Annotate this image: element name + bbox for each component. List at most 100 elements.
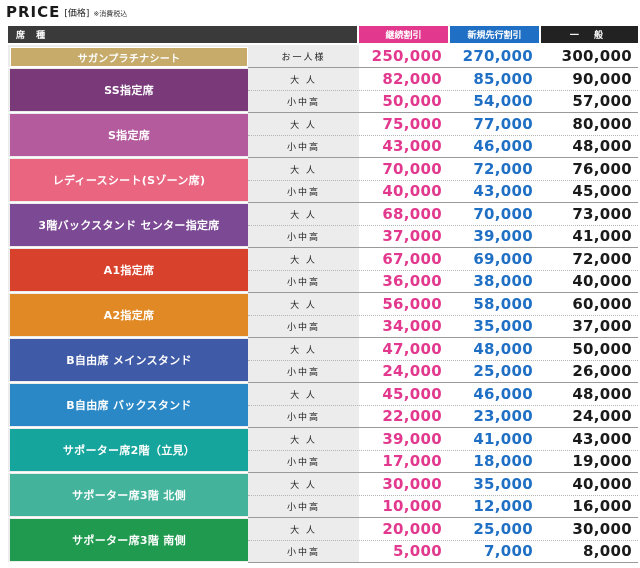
audience-label: 小中高 (286, 97, 320, 108)
seat-group: A1指定席 大 人 67,000 69,000 72,000 小中高 36,000 38,00… (8, 248, 638, 293)
seat-name-label: 3階バックスタンド センター指定席 (10, 204, 248, 246)
general-price: 40,000 (541, 270, 638, 292)
renewal-price: 24,000 (359, 360, 448, 382)
audience-label: 小中高 (286, 547, 320, 558)
page-title: PRICE (6, 3, 61, 21)
price-row: 大 人 30,000 35,000 40,000 (8, 473, 638, 495)
general-price: 76,000 (541, 158, 638, 180)
row-divider (248, 180, 638, 181)
early-price: 18,000 (450, 450, 539, 472)
price-row: 大 人 67,000 69,000 72,000 (8, 248, 638, 270)
group-divider (248, 562, 638, 563)
renewal-price: 67,000 (359, 248, 448, 270)
price-row: 大 人 45,000 46,000 48,000 (8, 383, 638, 405)
general-price: 80,000 (541, 113, 638, 135)
seat-group: レディースシート(Sゾーン席) 大 人 70,000 72,000 76,000 小中高 4… (8, 158, 638, 203)
audience-label: 小中高 (286, 457, 320, 468)
group-divider (248, 202, 638, 203)
general-price: 72,000 (541, 248, 638, 270)
audience-label: 大 人 (290, 120, 317, 131)
renewal-price: 40,000 (359, 180, 448, 202)
price-row: 大 人 70,000 72,000 76,000 (8, 158, 638, 180)
early-price: 85,000 (450, 68, 539, 90)
audience-label: 大 人 (290, 480, 317, 491)
header-seat-type: 席 種 (8, 26, 357, 43)
renewal-price: 56,000 (359, 293, 448, 315)
seat-group: A2指定席 大 人 56,000 58,000 60,000 小中高 34,000 35,00… (8, 293, 638, 338)
price-row: 大 人 75,000 77,000 80,000 (8, 113, 638, 135)
price-row: 小中高 34,000 35,000 37,000 (8, 315, 638, 337)
general-price: 19,000 (541, 450, 638, 472)
general-price: 48,000 (541, 383, 638, 405)
early-price: 35,000 (450, 473, 539, 495)
header-new-early-discount: 新規先行割引 (450, 26, 539, 43)
row-divider (248, 270, 638, 271)
tax-note: ※消費税込 (93, 10, 128, 18)
price-row: 大 人 68,000 70,000 73,000 (8, 203, 638, 225)
early-price: 46,000 (450, 383, 539, 405)
seat-name-label: A2指定席 (10, 294, 248, 336)
seat-name-label: SS指定席 (10, 69, 248, 111)
price-row: お一人様 250,000 270,000 300,000 (8, 45, 638, 67)
early-price: 270,000 (450, 45, 539, 67)
audience-label: 大 人 (290, 210, 317, 221)
general-price: 30,000 (541, 518, 638, 540)
general-price: 300,000 (541, 45, 638, 67)
early-price: 54,000 (450, 90, 539, 112)
price-row: 小中高 37,000 39,000 41,000 (8, 225, 638, 247)
seat-name-label: A1指定席 (10, 249, 248, 291)
seat-group: S指定席 大 人 75,000 77,000 80,000 小中高 43,000 46,000… (8, 113, 638, 158)
price-row: 小中高 36,000 38,000 40,000 (8, 270, 638, 292)
seat-group: サポーター席2階（立見） 大 人 39,000 41,000 43,000 小中高 17,0… (8, 428, 638, 473)
renewal-price: 36,000 (359, 270, 448, 292)
seat-name-label: B自由席 メインスタンド (10, 339, 248, 381)
audience-label: 大 人 (290, 165, 317, 176)
group-divider (248, 112, 638, 113)
early-price: 77,000 (450, 113, 539, 135)
audience-label: 小中高 (286, 367, 320, 378)
general-price: 60,000 (541, 293, 638, 315)
header-renewal-discount: 継続割引 (359, 26, 448, 43)
early-price: 35,000 (450, 315, 539, 337)
group-divider (248, 157, 638, 158)
renewal-price: 47,000 (359, 338, 448, 360)
audience-label: 大 人 (290, 345, 317, 356)
early-price: 43,000 (450, 180, 539, 202)
audience-label: 大 人 (290, 300, 317, 311)
early-price: 58,000 (450, 293, 539, 315)
price-row: 小中高 22,000 23,000 24,000 (8, 405, 638, 427)
seat-name-label: サガンプラチナシート (10, 47, 248, 67)
row-divider (248, 495, 638, 496)
audience-label: 大 人 (290, 390, 317, 401)
general-price: 37,000 (541, 315, 638, 337)
group-divider (248, 382, 638, 383)
renewal-price: 68,000 (359, 203, 448, 225)
group-divider (248, 292, 638, 293)
row-divider (248, 360, 638, 361)
early-price: 72,000 (450, 158, 539, 180)
price-row: 小中高 10,000 12,000 16,000 (8, 495, 638, 517)
seat-group: サポーター席3階 北側 大 人 30,000 35,000 40,000 小中高 10,00… (8, 473, 638, 518)
row-divider (248, 540, 638, 541)
group-divider (248, 472, 638, 473)
early-price: 48,000 (450, 338, 539, 360)
seat-name-label: サポーター席3階 南側 (10, 519, 248, 561)
group-divider (248, 427, 638, 428)
renewal-price: 5,000 (359, 540, 448, 562)
early-price: 38,000 (450, 270, 539, 292)
general-price: 24,000 (541, 405, 638, 427)
seat-name-label: レディースシート(Sゾーン席) (10, 159, 248, 201)
early-price: 46,000 (450, 135, 539, 157)
seat-group: サガンプラチナシート お一人様 250,000 270,000 300,000 (8, 45, 638, 68)
early-price: 12,000 (450, 495, 539, 517)
audience-label: 小中高 (286, 142, 320, 153)
early-price: 25,000 (450, 518, 539, 540)
row-divider (248, 225, 638, 226)
general-price: 43,000 (541, 428, 638, 450)
general-price: 57,000 (541, 90, 638, 112)
audience-label: 大 人 (290, 75, 317, 86)
renewal-price: 20,000 (359, 518, 448, 540)
audience-label: 大 人 (290, 255, 317, 266)
general-price: 16,000 (541, 495, 638, 517)
renewal-price: 70,000 (359, 158, 448, 180)
